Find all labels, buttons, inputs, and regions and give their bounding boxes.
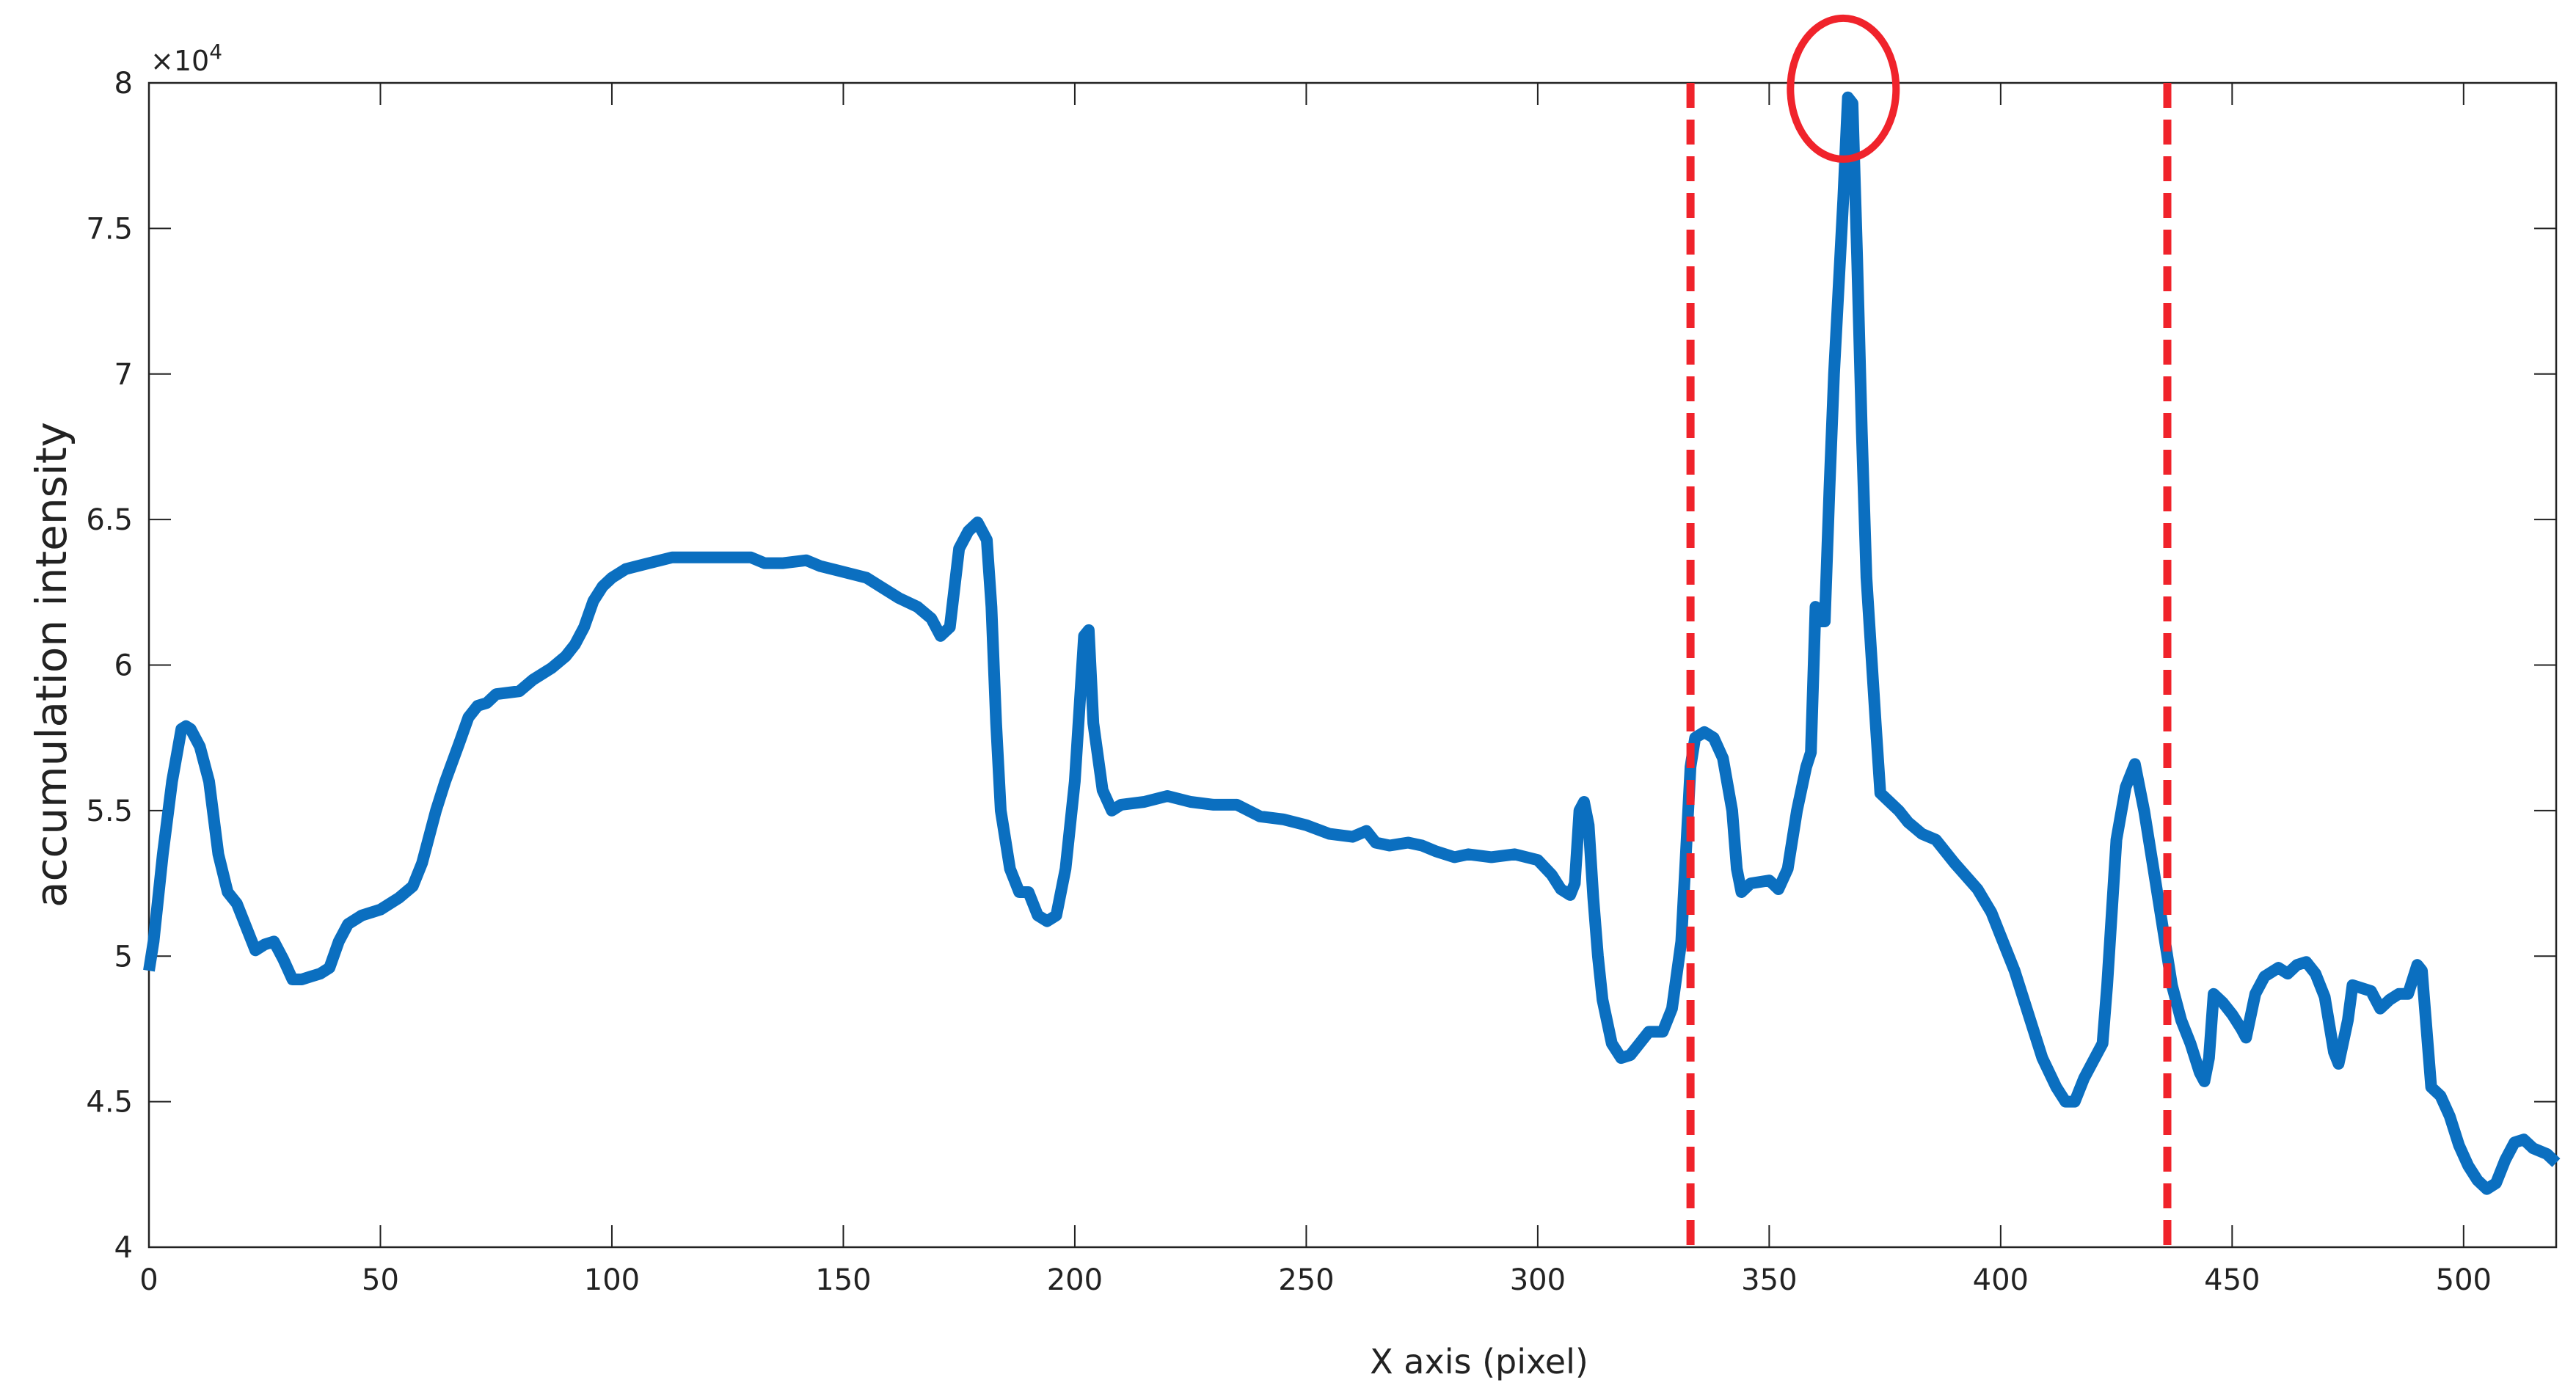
x-tick-label: 450: [2204, 1263, 2260, 1297]
y-tick-label: 6: [114, 649, 133, 683]
y-multiplier: ×104: [150, 40, 222, 77]
plot-frame: [147, 81, 2558, 1249]
y-axis-label: accumulation intensity: [26, 422, 76, 908]
peak-highlight: [1787, 14, 1900, 163]
y-tick-label: 4: [114, 1231, 133, 1265]
multiplier-exponent: 4: [209, 40, 222, 64]
x-tick-label: 150: [815, 1263, 871, 1297]
x-tick-label: 500: [2436, 1263, 2492, 1297]
y-tick-label: 7: [114, 358, 133, 392]
y-tick-label: 5: [114, 940, 133, 974]
y-tick-label: 4.5: [86, 1086, 133, 1120]
x-tick-label: 250: [1278, 1263, 1334, 1297]
data-line: [143, 91, 2561, 1195]
x-tick-label: 50: [362, 1263, 399, 1297]
x-tick-label: 400: [1973, 1263, 2029, 1297]
multiplier-base: ×10: [150, 45, 209, 77]
y-tick-label: 6.5: [86, 503, 133, 537]
x-axis-label: X axis (pixel): [1370, 1342, 1588, 1381]
x-tick-label: 300: [1510, 1263, 1566, 1297]
y-tick-label: 5.5: [86, 795, 133, 828]
x-tick-label: 100: [584, 1263, 640, 1297]
y-tick-label: 8: [114, 67, 133, 101]
x-tick-label: 350: [1741, 1263, 1797, 1297]
x-tick-label: 200: [1047, 1263, 1103, 1297]
y-tick-label: 7.5: [86, 212, 133, 246]
x-tick-label: 0: [139, 1263, 158, 1297]
